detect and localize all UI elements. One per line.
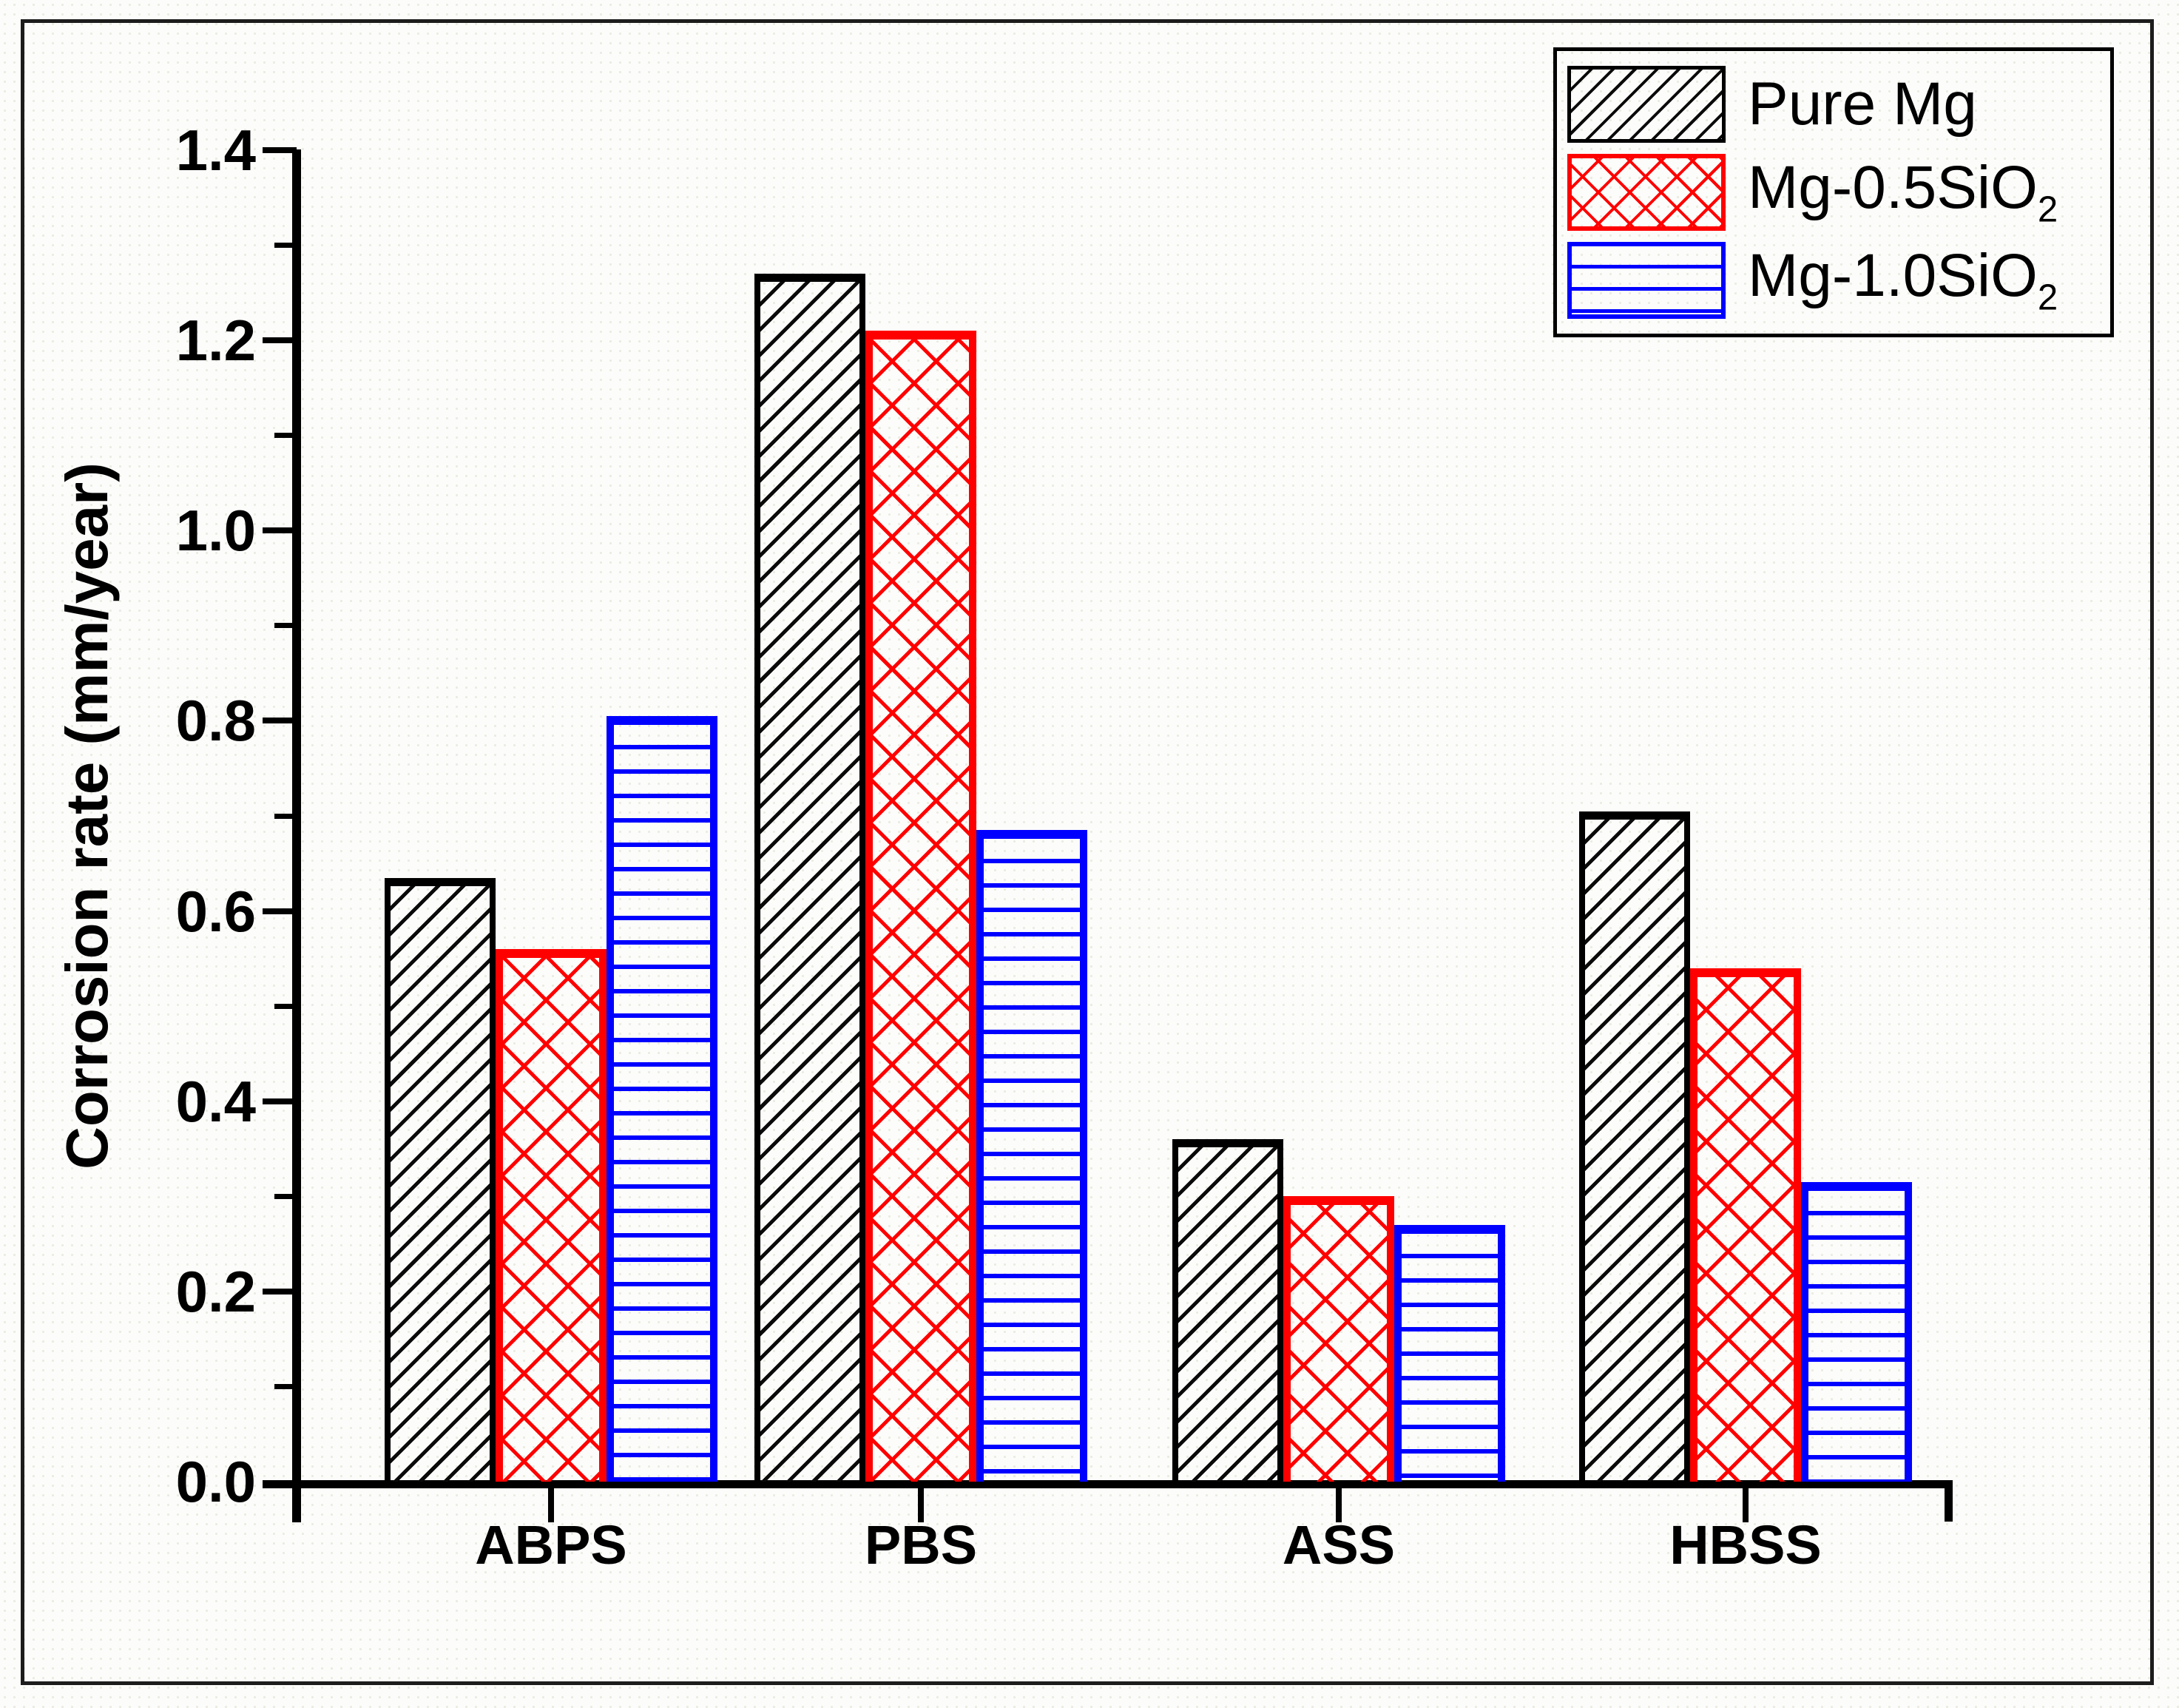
- x-axis-end-tick: [1945, 1480, 1953, 1522]
- diagonal-hatch-swatch-icon: [1567, 66, 1726, 144]
- y-tick-label: 1.2: [175, 308, 256, 374]
- y-minor-tick: [274, 1193, 297, 1199]
- y-tick-label: 0.2: [175, 1258, 256, 1324]
- x-tick-label-pbs: PBS: [864, 1514, 978, 1576]
- bar-hbss-mg10sio2: [1801, 1182, 1912, 1482]
- bar-ass-mg05sio2: [1283, 1196, 1394, 1482]
- bar-ass-mg10sio2: [1394, 1224, 1505, 1482]
- y-tick-label: 1.0: [175, 498, 256, 564]
- bar-hbss-puremg: [1579, 811, 1690, 1482]
- y-tick-label: 0.6: [175, 878, 256, 944]
- bar-pbs-puremg: [754, 274, 865, 1482]
- x-axis-line: [263, 1480, 1953, 1488]
- y-minor-tick: [274, 433, 297, 439]
- x-tick-label-ass: ASS: [1282, 1514, 1396, 1576]
- legend-label: Mg-0.5SiO2: [1748, 154, 2058, 230]
- y-major-tick: [263, 527, 297, 534]
- bar-hbss-mg05sio2: [1690, 968, 1801, 1482]
- y-axis-line: [292, 149, 301, 1522]
- y-tick-label: 0.0: [175, 1449, 256, 1514]
- bar-abps-puremg: [385, 877, 496, 1482]
- y-major-tick: [263, 908, 297, 914]
- y-major-tick: [263, 147, 297, 153]
- y-major-tick: [263, 337, 297, 344]
- y-minor-tick: [274, 623, 297, 629]
- bar-abps-mg05sio2: [496, 949, 607, 1482]
- y-tick-label: 0.8: [175, 688, 256, 754]
- legend-label: Pure Mg: [1748, 70, 1977, 138]
- cross-hatch-swatch-icon: [1567, 153, 1726, 231]
- y-minor-tick: [274, 813, 297, 819]
- legend: Pure Mg Mg-0.5SiO2 Mg-1.0SiO2: [1553, 47, 2114, 337]
- legend-item: Mg-0.5SiO2: [1567, 153, 2100, 231]
- horizontal-lines-swatch-icon: [1567, 241, 1726, 319]
- y-minor-tick: [274, 1003, 297, 1009]
- x-tick-label-hbss: HBSS: [1669, 1514, 1822, 1576]
- x-tick: [1336, 1488, 1342, 1522]
- y-major-tick: [263, 1288, 297, 1294]
- y-minor-tick: [274, 1383, 297, 1389]
- y-major-tick: [263, 718, 297, 724]
- bar-ass-puremg: [1172, 1139, 1283, 1482]
- y-major-tick: [263, 1098, 297, 1104]
- x-tick: [548, 1488, 554, 1522]
- bar-pbs-mg05sio2: [865, 331, 976, 1482]
- x-tick: [918, 1488, 924, 1522]
- x-tick: [1743, 1488, 1749, 1522]
- legend-item: Mg-1.0SiO2: [1567, 241, 2100, 319]
- legend-item: Pure Mg: [1567, 66, 2100, 144]
- figure-border: [21, 19, 2154, 1685]
- bar-pbs-mg10sio2: [976, 830, 1087, 1482]
- legend-label: Mg-1.0SiO2: [1748, 242, 2058, 318]
- x-tick-label-abps: ABPS: [475, 1514, 627, 1576]
- bar-abps-mg10sio2: [607, 716, 717, 1482]
- y-tick-label: 0.4: [175, 1068, 256, 1134]
- y-minor-tick: [274, 243, 297, 249]
- y-tick-label: 1.4: [175, 118, 256, 183]
